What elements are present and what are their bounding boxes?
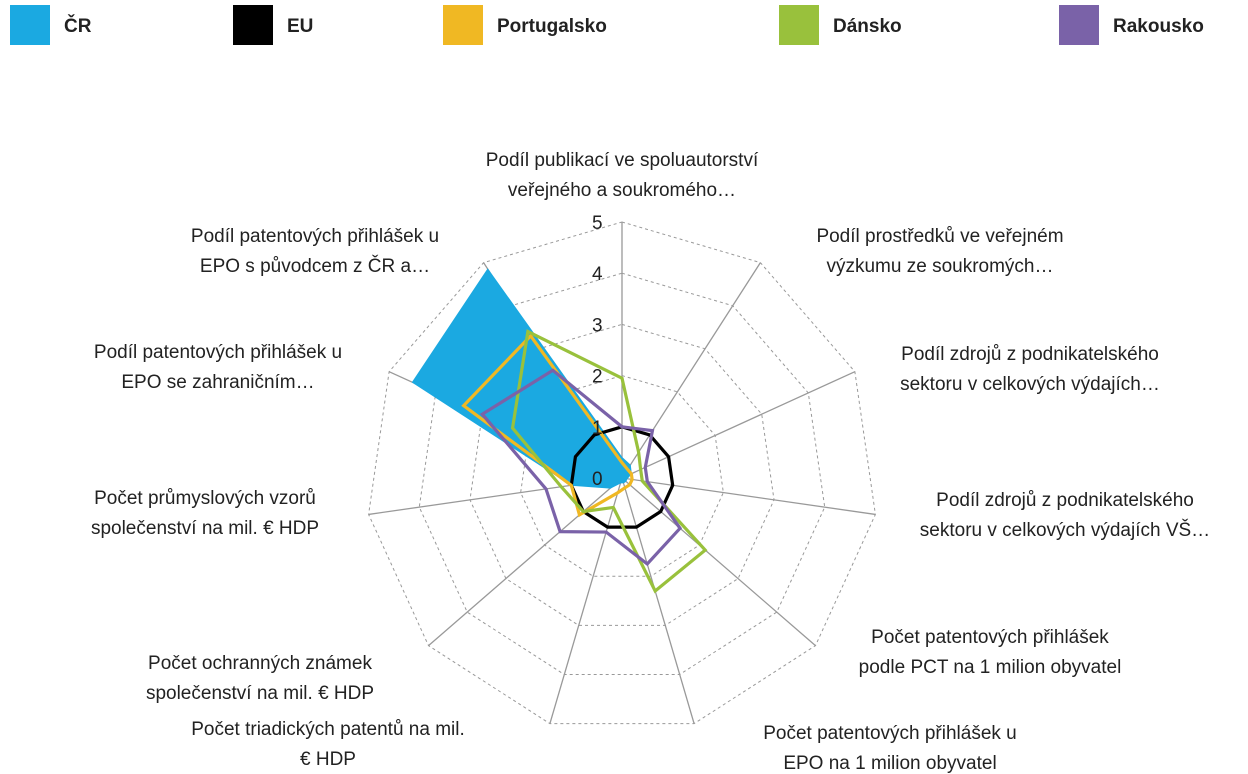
axis-spoke xyxy=(621,262,761,479)
category-label-line: Podíl publikací ve spoluautorství xyxy=(486,150,759,171)
category-label: Podíl zdrojů z podnikatelského sektoru v … xyxy=(900,344,1160,395)
legend-label: Rakousko xyxy=(1113,16,1204,37)
line xyxy=(461,333,634,518)
category-label-line: EPO s původcem z ČR a… xyxy=(200,255,430,277)
axis-spoke xyxy=(621,477,876,516)
category-label-line: EPO se zahraničním… xyxy=(121,372,314,393)
legend-label: EU xyxy=(287,16,313,37)
legend-swatch xyxy=(779,5,819,45)
axis-spoke xyxy=(621,371,856,479)
category-label-line: Počet průmyslových vzorů xyxy=(94,488,316,509)
r-tick-label: 0 xyxy=(592,469,603,490)
category-label-line: Podíl zdrojů z podnikatelského xyxy=(936,490,1194,511)
r-tick-label: 5 xyxy=(592,213,603,234)
legend-swatch xyxy=(443,5,483,45)
legend-label: ČR xyxy=(64,15,92,37)
category-label-line: Podíl zdrojů z podnikatelského xyxy=(901,344,1159,365)
category-label-line: společenství na mil. € HDP xyxy=(146,683,374,704)
r-tick-label: 3 xyxy=(592,315,603,336)
category-label: Počet patentových přihlášek podle PCT na … xyxy=(859,627,1122,678)
category-label: Podíl prostředků ve veřejném výzkumu ze s… xyxy=(816,226,1063,277)
category-label: Počet průmyslových vzorů společenství na … xyxy=(91,488,319,539)
axis-spoke xyxy=(428,477,623,647)
category-label-line: Počet patentových přihlášek u xyxy=(763,723,1017,744)
category-label: Podíl publikací ve spoluautorství veřejné… xyxy=(486,150,759,201)
category-label-line: Počet patentových přihlášek xyxy=(871,627,1109,648)
legend-swatch xyxy=(233,5,273,45)
category-label: Počet patentových přihlášek u EPO na 1 mi… xyxy=(763,723,1017,774)
category-label: Podíl zdrojů z podnikatelského sektoru v … xyxy=(920,490,1210,541)
category-label-line: Podíl prostředků ve veřejném xyxy=(816,226,1063,247)
category-label: Počet triadických patentů na mil. € HDP xyxy=(191,719,465,770)
category-label-line: Počet triadických patentů na mil. xyxy=(191,719,465,740)
category-label-line: Počet ochranných známek xyxy=(148,653,372,674)
legend-swatch xyxy=(10,5,50,45)
axis-spoke xyxy=(621,477,816,647)
r-tick-label: 2 xyxy=(592,367,603,388)
category-label-line: sektoru v celkových výdajích… xyxy=(900,374,1160,395)
category-label-line: výzkumu ze soukromých… xyxy=(826,256,1053,277)
category-label: Počet ochranných známek společenství na m… xyxy=(146,653,374,704)
category-label-line: sektoru v celkových výdajích VŠ… xyxy=(920,519,1210,541)
category-label-line: veřejného a soukromého… xyxy=(508,180,736,201)
category-label-line: společenství na mil. € HDP xyxy=(91,518,319,539)
category-label-line: EPO na 1 milion obyvatel xyxy=(783,753,996,774)
grid-ring xyxy=(368,221,876,725)
legend-swatch xyxy=(1059,5,1099,45)
category-label: Podíl patentových přihlášek u EPO se zahr… xyxy=(94,342,342,393)
r-tick-label: 1 xyxy=(592,418,603,439)
category-label-line: podle PCT na 1 milion obyvatel xyxy=(859,657,1122,678)
category-label-line: Podíl patentových přihlášek u xyxy=(94,342,342,363)
line xyxy=(510,329,708,594)
category-label-line: € HDP xyxy=(300,749,356,770)
line xyxy=(479,368,683,567)
legend-label: Dánsko xyxy=(833,16,902,37)
axis-spoke xyxy=(621,477,695,724)
r-tick-label: 4 xyxy=(592,264,603,285)
category-label: Podíl patentových přihlášek u EPO s původ… xyxy=(191,226,439,277)
legend-label: Portugalsko xyxy=(497,16,607,37)
axis-spoke xyxy=(549,477,623,724)
category-label-line: Podíl patentových přihlášek u xyxy=(191,226,439,247)
